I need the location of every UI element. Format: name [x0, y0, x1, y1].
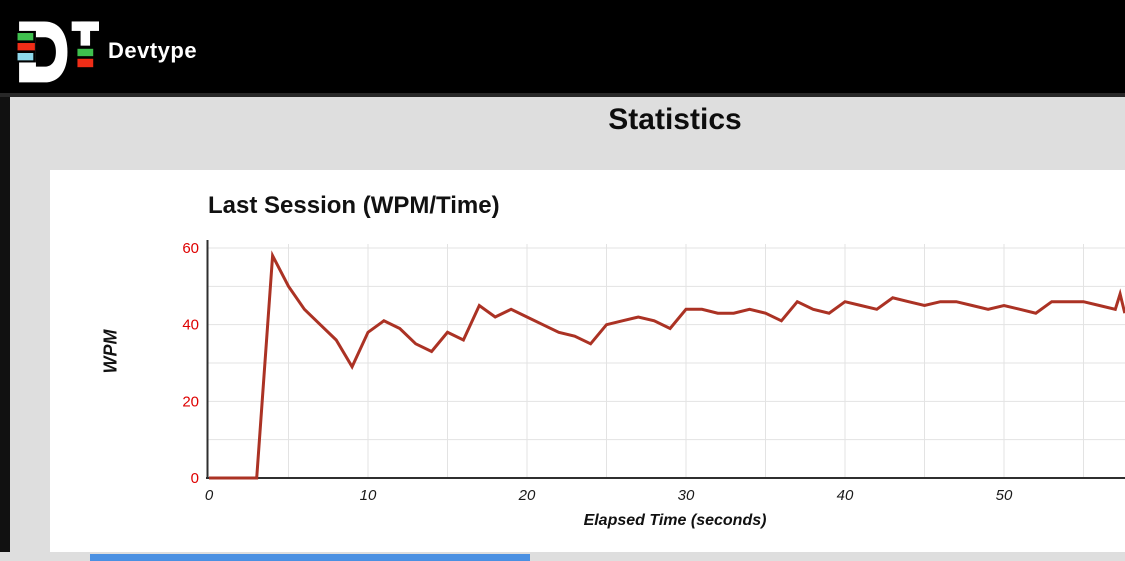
x-tick-label: 0 — [205, 487, 214, 504]
page-title: Statistics — [608, 103, 742, 136]
logo-t-bar-red — [77, 58, 94, 68]
logo-bar-cyan — [17, 53, 34, 61]
app-header: Devtype — [0, 0, 1125, 97]
x-tick-label: 10 — [360, 487, 377, 504]
y-tick-label: 0 — [191, 470, 199, 487]
x-axis-title: Elapsed Time (seconds) — [583, 512, 767, 529]
x-tick-label: 20 — [518, 487, 536, 504]
x-tick-label: 50 — [996, 487, 1013, 504]
logo-t-bar-green — [77, 48, 94, 57]
logo-bar-green — [17, 33, 34, 41]
y-tick-label: 60 — [182, 240, 199, 257]
chart-card — [50, 170, 1125, 552]
x-tick-label: 40 — [837, 487, 854, 504]
y-tick-label: 40 — [182, 317, 199, 334]
y-tick-label: 20 — [182, 393, 199, 410]
y-axis-title: WPM — [100, 329, 121, 374]
devtype-logo-icon — [17, 21, 99, 83]
logo-bar-red — [17, 43, 35, 51]
brand-name: Devtype — [108, 38, 198, 63]
left-edge-strip — [0, 97, 10, 552]
chart-title: Last Session (WPM/Time) — [208, 192, 500, 219]
x-tick-label: 30 — [678, 487, 695, 504]
bottom-partial-element — [90, 554, 530, 561]
wpm-series-line — [209, 250, 1125, 480]
